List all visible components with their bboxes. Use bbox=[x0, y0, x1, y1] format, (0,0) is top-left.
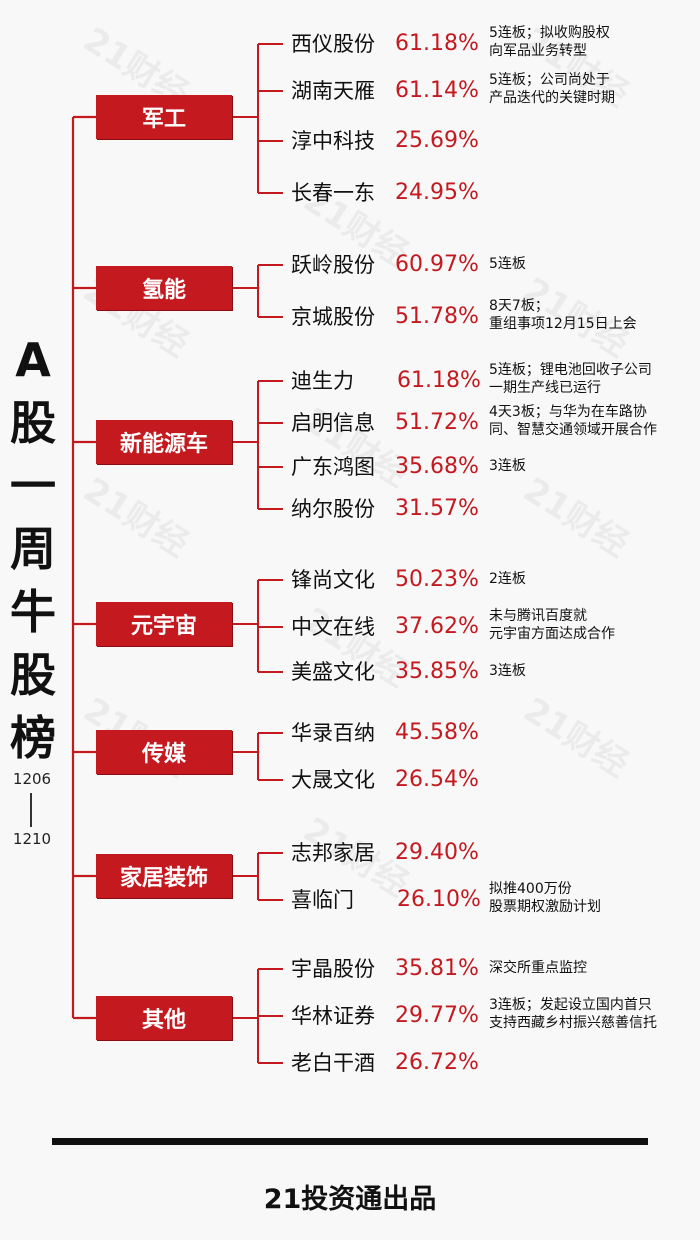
stock-gain: 24.95% bbox=[395, 180, 479, 205]
stock-note: 拟推400万份 bbox=[489, 881, 572, 897]
title-char: 一 bbox=[10, 459, 56, 513]
stock-name: 志邦家居 bbox=[291, 841, 375, 865]
stock-name: 跃岭股份 bbox=[291, 253, 375, 277]
stock-gain: 51.72% bbox=[395, 410, 479, 435]
stock-gain: 35.81% bbox=[395, 956, 479, 981]
stock-gain: 61.18% bbox=[397, 368, 481, 393]
stock-note: 3连板 bbox=[489, 663, 526, 679]
stock-gain: 45.58% bbox=[395, 720, 479, 745]
stock-gain: 26.10% bbox=[397, 887, 481, 912]
stock-note: 5连板 bbox=[489, 256, 526, 272]
stock-name: 锋尚文化 bbox=[291, 568, 375, 592]
stock-gain: 50.23% bbox=[395, 567, 479, 592]
stock-name: 长春一东 bbox=[291, 181, 375, 205]
stock-note: 3连板 bbox=[489, 458, 526, 474]
stock-gain: 37.62% bbox=[395, 614, 479, 639]
stock-gain: 61.14% bbox=[395, 78, 479, 103]
stock-name: 喜临门 bbox=[291, 888, 354, 912]
stock-note: 3连板；发起设立国内首只 bbox=[489, 997, 652, 1013]
stock-note: 2连板 bbox=[489, 571, 526, 587]
stock-name: 西仪股份 bbox=[291, 32, 375, 56]
stock-name: 华林证券 bbox=[291, 1004, 375, 1028]
stock-note: 同、智慧交通领域开展合作 bbox=[489, 422, 657, 438]
category-box: 传媒 bbox=[96, 730, 232, 774]
stock-name: 淳中科技 bbox=[291, 129, 375, 153]
stock-gain: 61.18% bbox=[395, 31, 479, 56]
stock-name: 迪生力 bbox=[291, 369, 354, 393]
stock-name: 湖南天雁 bbox=[291, 79, 375, 103]
title-char: 牛 bbox=[10, 585, 56, 639]
stock-gain: 60.97% bbox=[395, 252, 479, 277]
stock-note: 产品迭代的关键时期 bbox=[489, 90, 615, 106]
stock-gain: 25.69% bbox=[395, 128, 479, 153]
category-box: 元宇宙 bbox=[96, 602, 232, 646]
stock-note: 5连板；公司尚处于 bbox=[489, 72, 610, 88]
stock-name: 广东鸿图 bbox=[291, 455, 375, 479]
stock-name: 宇晶股份 bbox=[291, 957, 375, 981]
stock-gain: 35.68% bbox=[395, 454, 479, 479]
category-box: 氢能 bbox=[96, 266, 232, 310]
stock-note: 一期生产线已运行 bbox=[489, 380, 601, 396]
stock-note: 重组事项12月15日上会 bbox=[489, 316, 637, 332]
stock-note: 5连板；拟收购股权 bbox=[489, 25, 610, 41]
stock-note: 向军品业务转型 bbox=[489, 43, 587, 59]
category-box: 其他 bbox=[96, 996, 232, 1040]
stock-gain: 26.72% bbox=[395, 1050, 479, 1075]
title-char: 股 bbox=[10, 396, 56, 450]
stock-name: 启明信息 bbox=[291, 411, 375, 435]
stock-name: 京城股份 bbox=[291, 305, 375, 329]
stock-note: 5连板；锂电池回收子公司 bbox=[489, 362, 652, 378]
stock-note: 4天3板；与华为在车路协 bbox=[489, 404, 647, 420]
stock-name: 纳尔股份 bbox=[291, 497, 375, 521]
stock-gain: 31.57% bbox=[395, 496, 479, 521]
category-box: 家居装饰 bbox=[96, 854, 232, 898]
stock-name: 中文在线 bbox=[291, 615, 375, 639]
stock-note: 8天7板； bbox=[489, 298, 549, 314]
stock-gain: 51.78% bbox=[395, 304, 479, 329]
title-char: 榜 bbox=[10, 711, 56, 765]
stock-note: 支持西藏乡村振兴慈善信托 bbox=[489, 1015, 657, 1031]
footer-rule bbox=[52, 1138, 648, 1145]
stock-name: 老白干酒 bbox=[291, 1051, 375, 1075]
title-char: 周 bbox=[10, 522, 56, 576]
stock-gain: 29.77% bbox=[395, 1003, 479, 1028]
footer-credit: 21投资通出品 bbox=[263, 1184, 437, 1215]
title-char: A bbox=[15, 333, 51, 387]
title-char: 股 bbox=[10, 648, 56, 702]
stock-note: 深交所重点监控 bbox=[489, 960, 587, 976]
stock-gain: 35.85% bbox=[395, 659, 479, 684]
date-start: 1206 bbox=[12, 770, 52, 788]
category-box: 军工 bbox=[96, 95, 232, 139]
stock-name: 华录百纳 bbox=[291, 721, 375, 745]
stock-name: 大晟文化 bbox=[291, 768, 375, 792]
date-separator bbox=[30, 793, 32, 827]
stock-note: 未与腾讯百度就 bbox=[489, 608, 587, 624]
stock-note: 元宇宙方面达成合作 bbox=[489, 626, 615, 642]
category-box: 新能源车 bbox=[96, 420, 232, 464]
stock-gain: 26.54% bbox=[395, 767, 479, 792]
stock-note: 股票期权激励计划 bbox=[489, 899, 601, 915]
date-end: 1210 bbox=[12, 830, 52, 848]
stock-name: 美盛文化 bbox=[291, 660, 375, 684]
stock-gain: 29.40% bbox=[395, 840, 479, 865]
